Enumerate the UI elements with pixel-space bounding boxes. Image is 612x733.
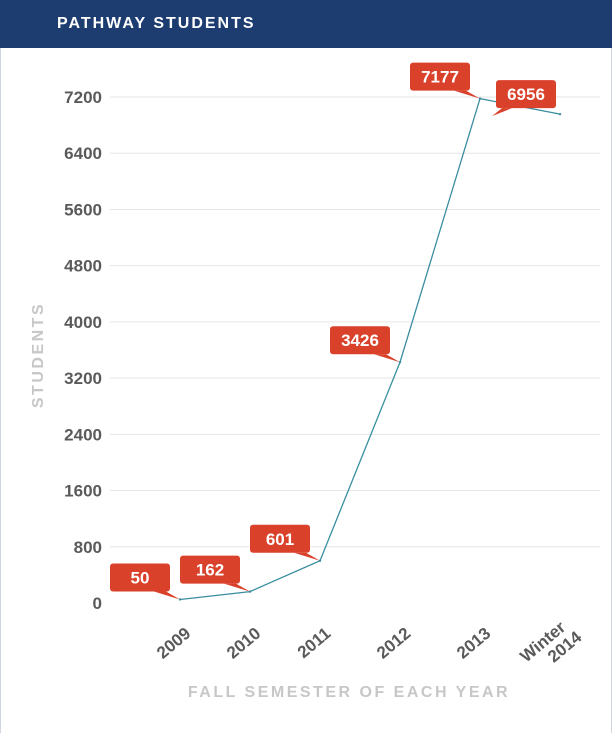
- x-tick-label: 2011: [294, 624, 334, 662]
- y-tick-label: 6400: [64, 144, 102, 163]
- x-tick-label: 2013: [453, 624, 494, 663]
- y-tick-label: 2400: [64, 425, 102, 444]
- y-tick-label: 7200: [64, 88, 102, 107]
- data-labels: 50 162 601 3426 7177 6956: [110, 62, 556, 600]
- svg-text:7177: 7177: [421, 68, 459, 87]
- x-tick-label: 2012: [373, 624, 414, 663]
- y-tick-label: 4000: [64, 313, 102, 332]
- data-label: 3426: [330, 326, 400, 363]
- y-axis-title: STUDENTS: [30, 302, 47, 408]
- svg-text:2012: 2012: [373, 624, 414, 663]
- svg-text:162: 162: [196, 561, 224, 580]
- svg-text:50: 50: [131, 568, 150, 587]
- x-tick-label: 2010: [223, 624, 264, 663]
- data-label: 7177: [410, 62, 480, 99]
- y-tick-label: 5600: [64, 200, 102, 219]
- chart-header: PATHWAY STUDENTS: [0, 0, 612, 48]
- y-tick-label: 1600: [64, 482, 102, 501]
- series-line: [179, 97, 561, 601]
- y-tick-label: 800: [74, 538, 102, 557]
- svg-text:2009: 2009: [153, 624, 194, 663]
- x-axis-title: FALL SEMESTER OF EACH YEAR: [188, 684, 510, 701]
- svg-text:2013: 2013: [453, 624, 494, 663]
- svg-text:6956: 6956: [507, 85, 545, 104]
- y-tick-label: 3200: [64, 369, 102, 388]
- grid-lines: [110, 96, 600, 548]
- y-tick-label: 0: [93, 594, 102, 613]
- series-students: [178, 97, 562, 601]
- y-axis-ticks: 0 800 1600 2400 3200 4000 4800 5600 6400 7200: [64, 88, 102, 613]
- chart-title: PATHWAY STUDENTS: [57, 15, 256, 32]
- data-label: 162: [180, 555, 250, 592]
- svg-text:2010: 2010: [223, 624, 264, 663]
- data-point: [558, 112, 562, 116]
- svg-text:2011: 2011: [294, 624, 334, 662]
- data-point: [478, 97, 482, 100]
- x-tick-label: 2009: [153, 624, 194, 663]
- data-label: 601: [250, 524, 320, 561]
- data-label: 50: [110, 563, 180, 600]
- svg-text:601: 601: [266, 530, 294, 549]
- data-label: 6956: [492, 80, 556, 117]
- y-tick-label: 4800: [64, 257, 102, 276]
- svg-text:3426: 3426: [341, 331, 379, 350]
